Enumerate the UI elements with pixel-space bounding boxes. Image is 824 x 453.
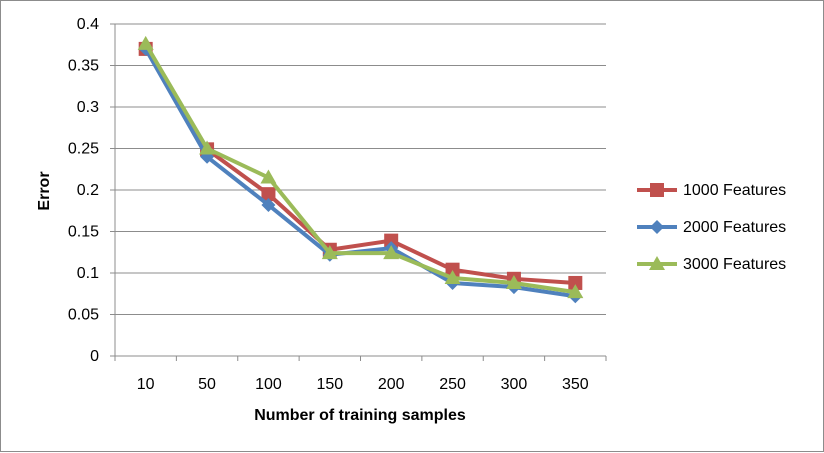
data-point	[261, 187, 276, 202]
x-tick-label: 150	[316, 376, 343, 393]
data-point	[505, 274, 522, 289]
legend-item: 2000 Features	[637, 219, 786, 236]
series-line	[143, 42, 576, 295]
y-tick-label: 0.15	[68, 224, 99, 241]
y-axis-title: Error	[36, 171, 53, 210]
y-tick-label: 0.35	[68, 58, 99, 75]
legend: 1000 Features 2000 Features 3000 Features	[637, 182, 786, 273]
data-point	[384, 233, 399, 248]
x-axis-title: Number of training samples	[254, 407, 466, 424]
y-tick-label: 0.2	[77, 182, 99, 199]
x-axis-tick-labels: 10 50 100 150 200 250 300 350	[137, 376, 589, 393]
series-2	[138, 41, 583, 304]
series-line	[143, 47, 576, 285]
y-tick-label: 0.3	[77, 99, 99, 116]
x-tick-label: 200	[378, 376, 405, 393]
data-point	[260, 169, 277, 184]
y-tick-label: 0.1	[77, 265, 99, 282]
axes	[110, 23, 607, 361]
y-tick-label: 0.05	[68, 307, 99, 324]
x-tick-label: 100	[255, 376, 282, 393]
data-point	[445, 262, 460, 277]
legend-label: 1000 Features	[683, 182, 786, 199]
legend-label: 2000 Features	[683, 219, 786, 236]
data-point	[568, 275, 583, 290]
y-tick-label: 0.25	[68, 141, 99, 158]
data-point	[383, 245, 400, 260]
data-point	[261, 197, 276, 212]
x-tick-label: 350	[562, 376, 589, 393]
data-point	[567, 284, 584, 299]
x-tick-label: 10	[137, 376, 155, 393]
gridlines	[115, 23, 606, 315]
y-tick-label: 0.4	[77, 16, 99, 33]
legend-marker	[650, 220, 664, 234]
series-3	[137, 35, 584, 299]
data-point	[444, 269, 461, 284]
series-group	[137, 35, 584, 304]
series-line	[143, 47, 576, 299]
y-tick-label: 0	[90, 348, 99, 365]
legend-item: 3000 Features	[637, 256, 786, 273]
data-point	[199, 140, 216, 155]
y-axis-tick-labels: 0 0.05 0.1 0.15 0.2 0.25 0.3 0.35 0.4	[68, 16, 99, 365]
x-tick-label: 300	[501, 376, 528, 393]
legend-label: 3000 Features	[683, 256, 786, 273]
legend-marker	[650, 183, 664, 197]
data-point	[321, 245, 338, 260]
legend-item: 1000 Features	[637, 182, 786, 199]
legend-marker	[649, 256, 665, 270]
x-tick-label: 250	[439, 376, 466, 393]
x-tick-label: 50	[198, 376, 216, 393]
data-point	[137, 35, 154, 50]
